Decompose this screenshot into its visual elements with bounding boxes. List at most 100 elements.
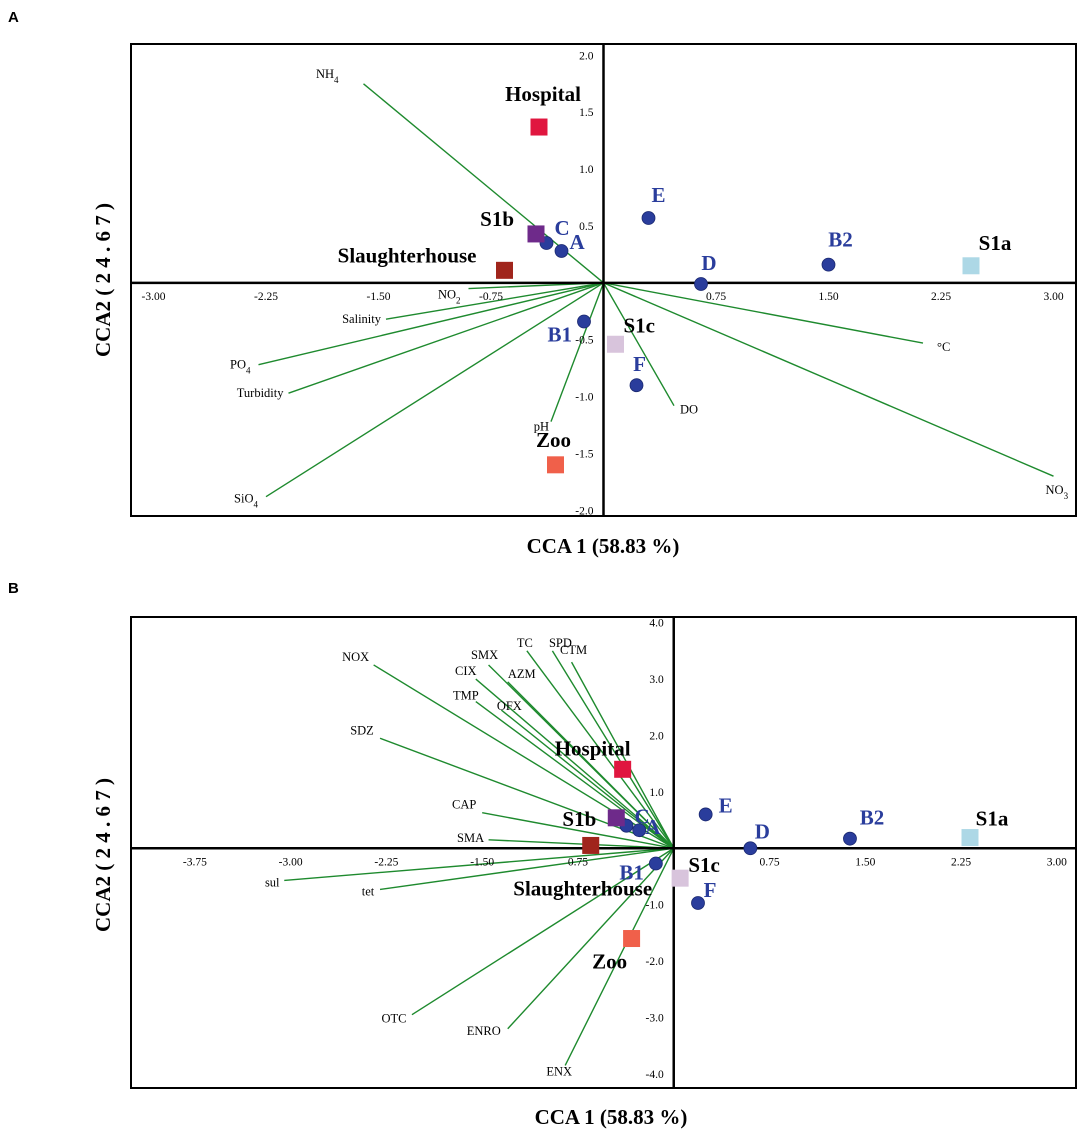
env-vector-label-subscript: 4 [334,75,339,85]
y-tick-label: 4.0 [649,618,664,630]
source-square [527,225,545,243]
env-vector-label: NO3 [1046,483,1069,501]
source-label: S1a [976,807,1009,831]
y-tick-label: -1.0 [575,392,593,404]
x-tick-label: 3.00 [1043,291,1063,303]
source-label: Zoo [536,428,571,452]
x-tick-label: -2.25 [254,291,278,303]
site-point [632,823,647,838]
panel-letter: B [8,580,19,597]
env-vector [570,661,675,849]
site-point [641,211,656,225]
env-vector-label-subscript: 4 [254,500,259,510]
env-vector [475,678,675,849]
env-vector [385,282,604,320]
x-tick-label: 0.75 [759,856,779,868]
site-label: B2 [828,228,853,252]
y-axis-title: CCA2 ( 2 4 . 6 7 ) [91,778,115,932]
env-vector-label: OTC [381,1012,406,1026]
env-vector [258,282,604,366]
env-vector [288,282,604,394]
source-label: S1a [979,231,1012,255]
env-vector [500,709,675,849]
env-vector [507,847,675,1030]
env-vector-label: CAP [452,798,476,812]
y-tick-label: 2.0 [649,730,664,742]
y-tick-label: 3.0 [649,674,664,686]
site-point [577,314,591,329]
plot-frame [130,616,1077,1089]
site-point [694,277,708,291]
site-label: B1 [619,860,644,884]
env-vector-label: SDZ [350,723,374,737]
env-vector [507,681,675,849]
site-label: A [570,230,586,254]
x-axis-title: CCA 1 (58.83 %) [535,1105,688,1129]
env-vector [551,650,675,849]
site-point [554,244,569,258]
env-vector-label: NOX [342,650,369,664]
env-vector-label-subscript: 2 [456,296,461,306]
site-point [743,841,758,856]
env-vector [482,812,674,849]
env-vector-label: SMA [457,831,484,845]
x-tick-label: -2.25 [374,856,398,868]
x-tick-label: 3.00 [1047,856,1067,868]
env-vector [602,282,675,407]
site-label: C [634,805,649,829]
y-tick-label: -0.5 [575,335,593,347]
x-tick-label: 1.50 [855,856,875,868]
x-tick-label: -0.75 [479,291,503,303]
source-label: S1c [688,853,720,877]
x-tick-label: 2.25 [951,856,971,868]
site-point [843,831,857,846]
site-label: D [755,819,770,843]
site-point [629,378,644,393]
x-tick-label: 2.25 [931,291,951,303]
env-vector-label: ENX [546,1064,572,1078]
source-square [961,829,979,847]
site-label: B2 [860,806,885,830]
y-tick-label: -1.0 [646,900,664,912]
env-vector [284,847,674,882]
y-tick-label: -2.0 [575,505,593,517]
y-tick-label: -4.0 [646,1069,664,1081]
site-label: E [651,183,665,207]
site-point [698,807,713,822]
source-label: Hospital [505,82,581,106]
source-square [496,261,513,279]
env-vector [411,847,675,1016]
source-square [582,836,600,854]
site-label: F [704,878,717,902]
site-point [821,257,836,272]
x-tick-label: 0.75 [568,856,588,868]
x-tick-label: -1.50 [470,856,494,868]
env-vector-label: SiO4 [234,492,258,510]
panel-letter: A [8,9,19,26]
y-tick-label: -3.0 [646,1012,664,1024]
y-tick-label: 1.0 [579,164,594,176]
cca-panel-B: B -3.75 -3.00 -2.25 -1.50 0.75 0.75 1.50 2.25 3.0… [8,580,1077,1129]
source-square [607,335,624,353]
env-vector-label: CIX [455,664,477,678]
x-axis-title: CCA 1 (58.83 %) [527,534,680,558]
y-tick-label: 2.0 [579,50,594,62]
source-label: S1c [624,313,656,337]
source-square [614,760,632,778]
env-vector-label: sul [265,875,280,889]
source-label: Zoo [592,950,627,974]
env-vector-label: SPD [549,636,572,650]
source-label: Hospital [555,736,631,760]
env-vector-label: Salinity [342,312,382,326]
env-vector [526,650,675,849]
y-tick-label: 0.5 [579,221,594,233]
site-label: F [633,352,646,376]
y-tick-label: -1.5 [575,448,593,460]
env-vector-label: OFX [497,699,522,713]
source-label: S1b [480,207,514,231]
env-vector [265,282,604,498]
env-vector-label: CTM [560,643,587,657]
x-tick-label: -3.00 [142,291,166,303]
env-vector-label: AZM [508,667,536,681]
